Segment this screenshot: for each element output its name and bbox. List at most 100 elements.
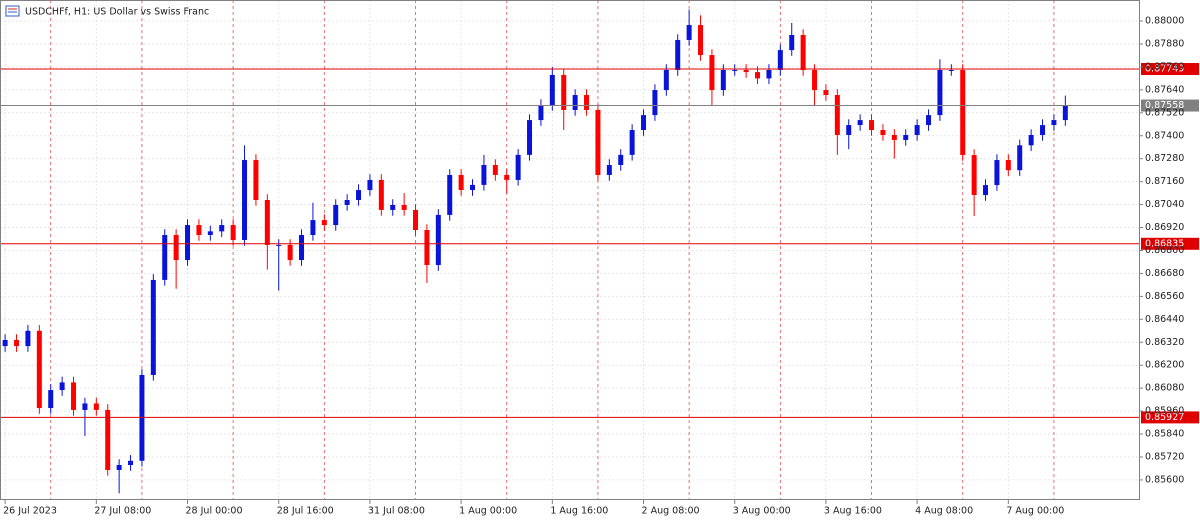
y-tick-label: 0.87760 [1145,61,1184,72]
candle-body [698,25,704,56]
candle-body [561,74,567,110]
candle-body [310,220,316,235]
y-tick-label: 0.86680 [1145,268,1184,279]
candle-body [105,409,111,470]
candle-body [424,230,430,266]
x-tick-label: 2 Aug 08:00 [642,506,700,517]
y-tick-label: 0.86440 [1145,314,1184,325]
y-tick-label: 0.86800 [1145,245,1184,256]
level-badge [1141,63,1199,76]
candle-body [926,115,932,126]
y-tick-label: 0.85600 [1145,474,1184,485]
candle-body [675,39,681,70]
candle-body [253,160,259,200]
y-tick-label: 0.86320 [1145,337,1184,348]
candle-body [447,174,453,215]
candle-body [572,95,578,110]
candle-body [584,95,590,110]
candle-layer [2,9,1068,494]
candle-body [641,115,647,131]
candle-body [48,390,54,409]
candle-body [937,69,943,116]
candle-body [2,339,8,347]
candle-body [71,382,77,410]
chart-title: USDCHFf, H1: US Dollar vs Swiss Franc [25,7,209,18]
candle-body [789,34,795,51]
candle-body [36,330,42,409]
candle-body [14,339,20,347]
candle-body [538,104,544,121]
candle-body [356,190,362,200]
candle-body [549,74,555,105]
y-tick-label: 0.86920 [1145,222,1184,233]
x-tick-label: 7 Aug 00:00 [1006,506,1064,517]
candle-body [652,90,658,116]
y-tick-label: 0.87160 [1145,176,1184,187]
y-tick-label: 0.85960 [1145,406,1184,417]
x-tick-label: 4 Aug 08:00 [915,506,973,517]
y-tick-label: 0.87040 [1145,199,1184,210]
candle-body [755,72,761,79]
candle-body [857,120,863,126]
axis-layer: 0.88000 0.87880 0.87760 0.87640 0.87520 0.874… [3,16,1184,517]
candle-body [1017,145,1023,171]
candle-body [948,69,954,71]
x-tick-label: 27 Jul 08:00 [94,506,151,517]
candle-body [333,204,339,226]
candle-body [732,69,738,71]
candle-body [994,160,1000,186]
candle-body [367,179,373,191]
candle-body [846,125,852,135]
plot-frame [0,0,1140,500]
candle-body [903,134,909,140]
candle-body [390,204,396,210]
candle-body [812,69,818,91]
level-badge [1141,411,1199,424]
candle-body [629,130,635,155]
candle-body [230,225,236,240]
candle-body [264,200,270,245]
candle-body [185,225,191,261]
y-tick-label: 0.87520 [1145,107,1184,118]
level-label: 0.85927 [1145,412,1184,423]
symbol-icon [5,5,20,17]
candle-body [800,34,806,70]
level-label: 0.87749 [1145,64,1184,75]
level-label: 0.86835 [1145,238,1184,249]
x-tick-label: 3 Aug 16:00 [824,506,882,517]
candle-body [834,95,840,135]
candle-body [663,69,669,91]
candle-body [287,244,293,261]
y-tick-label: 0.87640 [1145,84,1184,95]
candle-body [1040,125,1046,135]
candle-body [82,403,88,410]
candle-body [1062,105,1068,121]
candle-body [25,330,31,347]
candle-body [777,50,783,70]
candle-body [527,120,533,155]
candle-body [1005,160,1011,171]
candle-body [207,231,213,235]
candle-body [686,25,692,40]
candle-body [766,69,772,79]
y-tick-label: 0.88000 [1145,16,1184,27]
candle-body [321,220,327,226]
x-tick-label: 26 Jul 2023 [3,506,57,517]
candle-body [971,155,977,196]
candle-body [93,403,99,410]
candle-body [891,134,897,140]
y-tick-label: 0.85720 [1145,451,1184,462]
candle-body [869,120,875,131]
candle-body [481,165,487,185]
icon-frame [5,5,20,17]
candle-body [435,214,441,266]
x-tick-label: 3 Aug 00:00 [733,506,791,517]
x-tick-label: 28 Jul 16:00 [277,506,334,517]
candle-body [960,69,966,156]
y-tick-label: 0.85840 [1145,429,1184,440]
candle-body [242,160,248,240]
candle-body [618,154,624,166]
candle-body [595,109,601,175]
candle-body [823,90,829,96]
